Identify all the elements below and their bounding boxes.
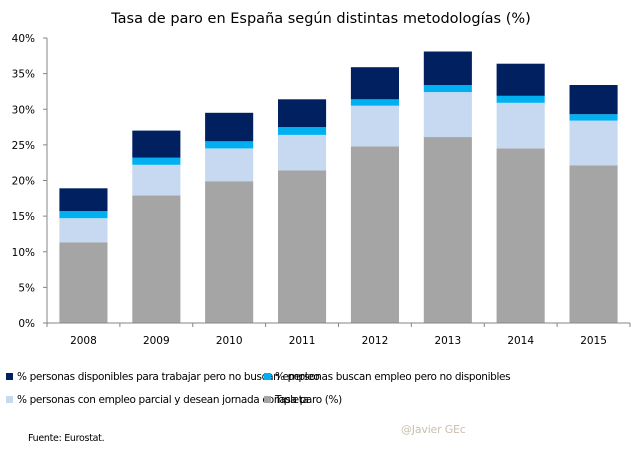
bar-segment-2010-s0 <box>205 181 254 323</box>
bar-segment-2010-s2 <box>205 141 254 149</box>
x-tick-label: 2011 <box>289 335 316 347</box>
x-tick-label: 2015 <box>580 335 607 347</box>
y-tick-label: 15% <box>12 211 35 223</box>
bar-segment-2013-s3 <box>423 51 472 85</box>
bar-segment-2011-s1 <box>278 134 327 171</box>
bar-segment-2009-s2 <box>132 157 181 165</box>
bar-segment-2012-s1 <box>350 105 399 147</box>
bar-segment-2009-s1 <box>132 164 181 196</box>
legend-item-no-disponibles: % personas buscan empleo pero no disponi… <box>264 371 511 383</box>
x-tick-label: 2014 <box>507 335 534 347</box>
y-tick-label: 35% <box>12 69 35 81</box>
bar-segment-2012-s2 <box>350 99 399 106</box>
bar-segment-2012-s3 <box>350 67 399 100</box>
bar-segment-2010-s1 <box>205 148 254 182</box>
legend-item-no-buscan: % personas disponibles para trabajar per… <box>6 371 320 383</box>
bar-segment-2011-s2 <box>278 127 327 135</box>
bar-segment-2010-s3 <box>205 112 254 142</box>
bar-segment-2014-s2 <box>496 95 545 103</box>
x-tick-label: 2013 <box>434 335 461 347</box>
x-tick-label: 2012 <box>362 335 389 347</box>
y-axis: 0% 5% 10% 15% 20% 25% 30% 35% 40% <box>12 33 47 330</box>
legend-swatch <box>6 373 13 380</box>
stacked-bar-chart: Tasa de paro en España según distintas m… <box>12 11 631 347</box>
bar-segment-2014-s3 <box>496 63 545 96</box>
bar-segment-2009-s0 <box>132 195 181 323</box>
legend-label: Tasa paro (%) <box>275 394 342 406</box>
y-tick-label: 20% <box>12 176 35 188</box>
y-tick-label: 5% <box>18 282 35 294</box>
legend-label: % personas buscan empleo pero no disponi… <box>275 371 511 383</box>
x-tick-label: 2010 <box>216 335 243 347</box>
bar-segment-2008-s2 <box>59 211 108 219</box>
bar-segment-2015-s1 <box>569 120 618 166</box>
bar-segment-2014-s0 <box>496 148 545 323</box>
y-tick-label: 40% <box>12 33 35 45</box>
bar-segment-2011-s0 <box>278 170 327 323</box>
y-tick-label: 0% <box>18 318 35 330</box>
y-tick-label: 10% <box>12 247 35 259</box>
author-credit: @Javier GEc <box>401 423 466 436</box>
legend-label: % personas disponibles para trabajar per… <box>17 371 320 383</box>
bar-segment-2015-s3 <box>569 85 618 115</box>
legend-label: % personas con empleo parcial y desean j… <box>17 394 309 406</box>
bar-segment-2015-s2 <box>569 114 618 121</box>
bar-segment-2008-s3 <box>59 188 108 212</box>
bars <box>59 51 618 323</box>
bar-segment-2008-s0 <box>59 242 108 323</box>
x-tick-label: 2008 <box>70 335 97 347</box>
x-tick-label: 2009 <box>143 335 170 347</box>
bar-segment-2013-s1 <box>423 92 472 138</box>
bar-segment-2013-s2 <box>423 85 472 93</box>
bar-segment-2013-s0 <box>423 137 472 323</box>
legend-swatch <box>264 396 271 403</box>
bar-segment-2015-s0 <box>569 165 618 323</box>
y-tick-label: 30% <box>12 104 35 116</box>
x-axis: 2008 2009 2010 2011 2012 2013 2014 2015 <box>46 323 631 347</box>
bar-segment-2009-s3 <box>132 130 181 158</box>
legend-item-parcial: % personas con empleo parcial y desean j… <box>6 394 309 406</box>
bar-segment-2008-s1 <box>59 218 108 243</box>
legend-item-tasa-paro: Tasa paro (%) <box>264 394 342 406</box>
bar-segment-2012-s0 <box>350 146 399 323</box>
source-note: Fuente: Eurostat. <box>28 433 105 444</box>
bar-segment-2011-s3 <box>278 99 327 128</box>
chart-title: Tasa de paro en España según distintas m… <box>110 11 531 27</box>
legend-swatch <box>6 396 13 403</box>
y-tick-label: 25% <box>12 140 35 152</box>
bar-segment-2014-s1 <box>496 102 545 149</box>
legend-swatch <box>264 373 271 380</box>
